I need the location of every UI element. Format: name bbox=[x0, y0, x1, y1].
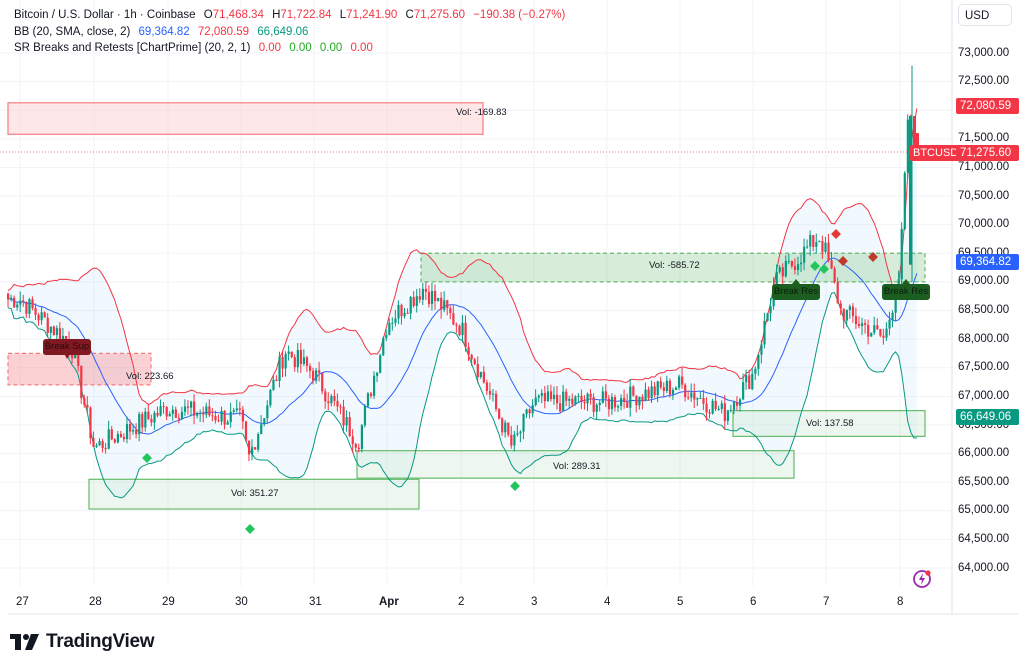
bb-basis-line bbox=[7, 257, 918, 435]
break-sup-label: Break Sup bbox=[43, 339, 91, 355]
bb-basis-price-tag: 69,364.82 bbox=[956, 254, 1019, 270]
sr-zone bbox=[88, 478, 420, 510]
tradingview-logo-icon bbox=[10, 634, 39, 650]
break-res-label: Break Res bbox=[772, 284, 820, 300]
sr-zone bbox=[356, 450, 795, 479]
symbol-legend-row[interactable]: Bitcoin / U.S. Dollar · 1h · Coinbase O7… bbox=[14, 7, 565, 24]
time-tick: 7 bbox=[823, 596, 830, 608]
signal-diamond bbox=[868, 252, 878, 262]
price-tick: 68,500.00 bbox=[958, 304, 1010, 316]
zone-vol-label: Vol: 137.58 bbox=[806, 418, 854, 429]
sr-legend-row[interactable]: SR Breaks and Retests [ChartPrime] (20, … bbox=[14, 40, 565, 57]
zone-vol-label: Vol: -169.83 bbox=[456, 107, 507, 118]
signal-diamond bbox=[831, 229, 841, 239]
price-tick: 65,500.00 bbox=[958, 476, 1010, 488]
high-label: H bbox=[272, 9, 281, 21]
lightning-alert-icon[interactable] bbox=[912, 568, 934, 590]
bb-lower-price-tag: 66,649.06 bbox=[956, 409, 1019, 425]
time-tick: 4 bbox=[604, 596, 611, 608]
time-tick: 8 bbox=[897, 596, 904, 608]
time-tick: 30 bbox=[235, 596, 248, 608]
bb-lower-value: 66,649.06 bbox=[257, 25, 309, 38]
low-value: 71,241.90 bbox=[346, 9, 398, 21]
signal-diamond bbox=[810, 261, 820, 271]
symbol-title: Bitcoin / U.S. Dollar · 1h · Coinbase bbox=[14, 9, 196, 21]
price-tick: 67,500.00 bbox=[958, 361, 1010, 373]
zone-vol-label: Vol: -585.72 bbox=[649, 260, 700, 271]
chart-legend: Bitcoin / U.S. Dollar · 1h · Coinbase O7… bbox=[14, 7, 565, 57]
price-tick: 70,000.00 bbox=[958, 218, 1010, 230]
price-tick: 69,000.00 bbox=[958, 275, 1010, 287]
last-price-tag: 71,275.60 bbox=[956, 145, 1019, 161]
time-tick: 27 bbox=[16, 596, 29, 608]
bb-upper-value: 72,080.59 bbox=[197, 25, 250, 38]
zone-vol-label: Vol: 351.27 bbox=[231, 488, 279, 499]
bb-legend-row[interactable]: BB (20, SMA, close, 2) 69,364.82 72,080.… bbox=[14, 24, 565, 41]
close-value: 71,275.60 bbox=[413, 9, 466, 21]
price-tick: 66,000.00 bbox=[958, 447, 1010, 459]
bb-indicator-name: BB (20, SMA, close, 2) bbox=[14, 25, 131, 38]
sr-zone bbox=[7, 102, 484, 135]
signal-diamond bbox=[245, 524, 255, 534]
close-label: C bbox=[405, 9, 414, 21]
price-tick: 71,500.00 bbox=[958, 132, 1010, 144]
change-value: −190.38 (−0.27%) bbox=[473, 9, 566, 21]
time-tick: 5 bbox=[677, 596, 684, 608]
bb-basis-value: 69,364.82 bbox=[138, 25, 190, 38]
time-tick: 6 bbox=[750, 596, 757, 608]
price-tick: 64,000.00 bbox=[958, 562, 1010, 574]
sr-value-1: 0.00 bbox=[258, 42, 282, 54]
sr-zone bbox=[420, 252, 926, 283]
price-tick: 67,000.00 bbox=[958, 390, 1010, 402]
price-tick: 64,500.00 bbox=[958, 533, 1010, 545]
sr-value-3: 0.00 bbox=[319, 42, 343, 54]
price-tick: 72,500.00 bbox=[958, 75, 1010, 87]
signal-diamond bbox=[142, 453, 152, 463]
brand-name: TradingView bbox=[46, 631, 155, 652]
currency-button[interactable]: USD bbox=[958, 4, 1012, 26]
sr-indicator-name: SR Breaks and Retests [ChartPrime] (20, … bbox=[14, 42, 251, 54]
open-label: O bbox=[203, 9, 213, 21]
time-tick: 3 bbox=[531, 596, 538, 608]
price-tick: 71,000.00 bbox=[958, 161, 1010, 173]
signal-diamond bbox=[819, 264, 829, 274]
time-tick: 31 bbox=[309, 596, 322, 608]
low-label: L bbox=[339, 9, 347, 21]
time-tick: Apr bbox=[379, 596, 399, 608]
sr-value-2: 0.00 bbox=[289, 42, 312, 54]
tradingview-logo[interactable]: TradingView bbox=[10, 629, 155, 655]
time-tick: 28 bbox=[89, 596, 102, 608]
signal-diamond bbox=[510, 481, 520, 491]
price-tick: 73,000.00 bbox=[958, 47, 1010, 59]
open-value: 71,468.34 bbox=[212, 9, 264, 21]
sr-value-4: 0.00 bbox=[350, 42, 373, 54]
time-tick: 2 bbox=[458, 596, 465, 608]
sr-zone bbox=[732, 410, 926, 437]
price-tick: 68,000.00 bbox=[958, 333, 1010, 345]
grid bbox=[0, 0, 952, 586]
symbol-price-tag: BTCUSD bbox=[910, 145, 962, 161]
zone-vol-label: Vol: 223.66 bbox=[126, 371, 174, 382]
price-tick: 65,000.00 bbox=[958, 504, 1010, 516]
time-tick: 29 bbox=[162, 596, 175, 608]
zone-vol-label: Vol: 289.31 bbox=[553, 461, 601, 472]
high-value: 71,722.84 bbox=[280, 9, 332, 21]
bb-fill bbox=[8, 108, 917, 498]
bb-upper-price-tag: 72,080.59 bbox=[956, 98, 1019, 114]
price-tick: 70,500.00 bbox=[958, 190, 1010, 202]
signal-diamond bbox=[838, 256, 848, 266]
break-res-label: Break Res bbox=[882, 284, 930, 300]
